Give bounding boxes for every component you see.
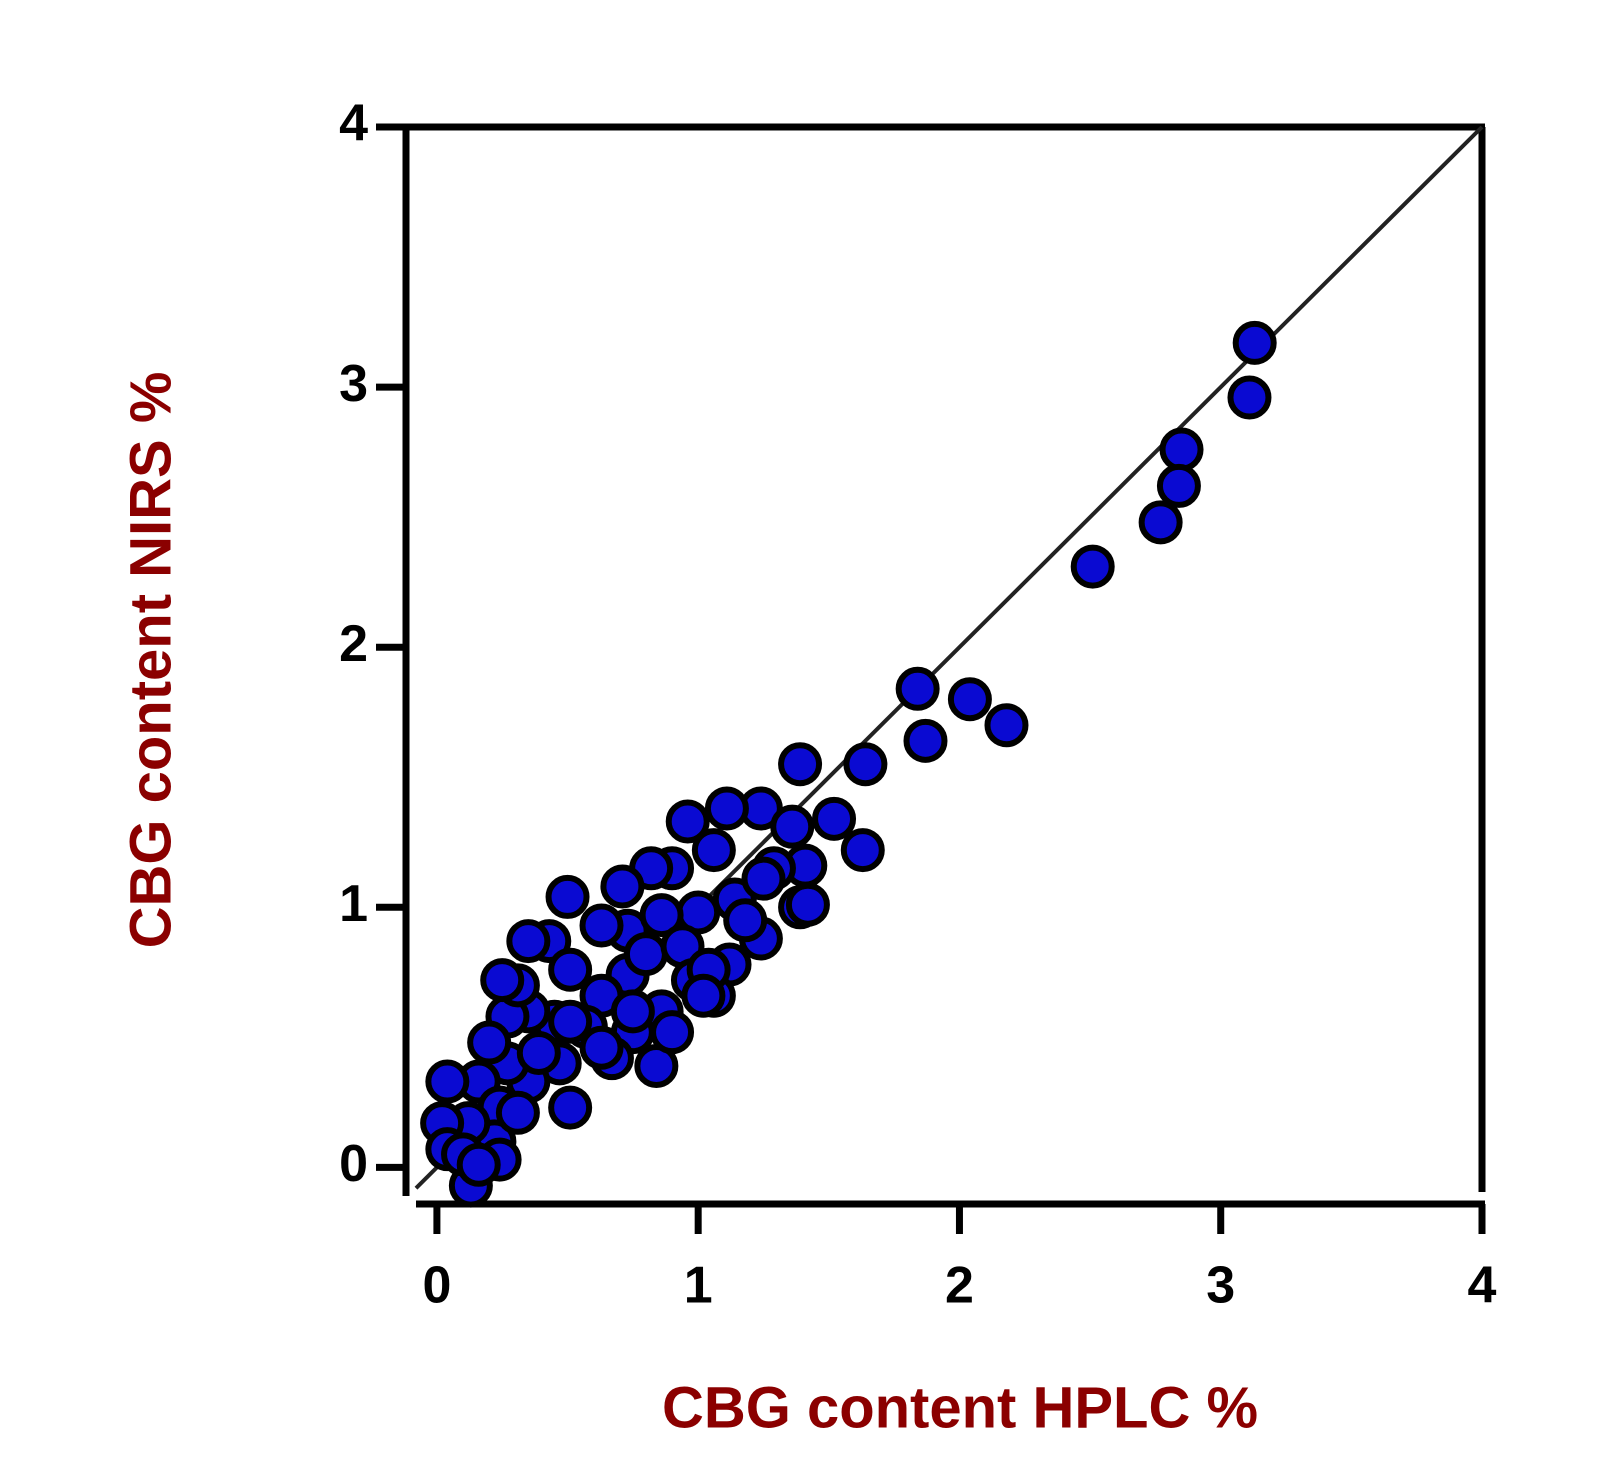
data-point (545, 874, 590, 919)
data-point (506, 919, 551, 964)
y-tick-label: 1 (339, 875, 368, 933)
data-point (425, 1059, 470, 1104)
data-point (1159, 427, 1204, 472)
data-point (681, 973, 726, 1018)
data-point (639, 893, 684, 938)
data-point (456, 1142, 501, 1187)
data-point (1156, 463, 1201, 508)
data-point (600, 864, 645, 909)
data-point (467, 1020, 512, 1065)
x-tick-label: 1 (684, 1257, 713, 1315)
data-point (579, 903, 624, 948)
data-point (548, 947, 593, 992)
y-tick-label: 0 (339, 1135, 368, 1193)
data-point (704, 786, 749, 831)
data-point (548, 999, 593, 1044)
data-point (741, 856, 786, 901)
data-point (812, 796, 857, 841)
data-point (516, 1030, 561, 1075)
data-point (903, 718, 948, 763)
x-tick-label: 0 (422, 1257, 451, 1315)
y-tick-label: 3 (339, 355, 368, 413)
data-point (650, 1010, 695, 1055)
data-point (1138, 500, 1183, 545)
data-point (723, 898, 768, 943)
data-point (548, 1085, 593, 1130)
data-point (778, 742, 823, 787)
data-point (770, 804, 815, 849)
data-point (665, 799, 710, 844)
data-point (843, 742, 888, 787)
x-tick-label: 4 (1468, 1257, 1497, 1315)
x-tick-label: 2 (945, 1257, 974, 1315)
y-tick-label: 2 (339, 615, 368, 673)
data-point (840, 828, 885, 873)
y-tick-label: 4 (339, 95, 368, 153)
data-point (495, 1090, 540, 1135)
data-point (691, 828, 736, 873)
data-point (610, 989, 655, 1034)
x-axis-title: CBG content HPLC % (662, 1375, 1258, 1440)
data-point (623, 932, 668, 977)
data-point (947, 677, 992, 722)
data-point (984, 703, 1029, 748)
data-point (785, 882, 830, 927)
data-point (895, 666, 940, 711)
data-point (1227, 375, 1272, 420)
data-point (480, 958, 525, 1003)
data-point (1232, 320, 1277, 365)
y-axis-title: CBG content NIRS % (118, 372, 183, 949)
data-point (579, 1025, 624, 1070)
x-tick-label: 3 (1206, 1257, 1235, 1315)
data-point (1070, 544, 1115, 589)
